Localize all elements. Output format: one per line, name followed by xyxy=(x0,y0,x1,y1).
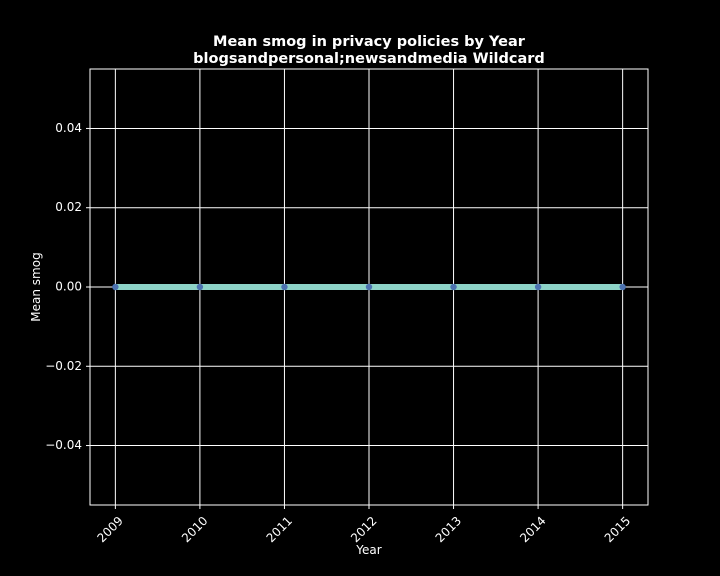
y-tick-label: 0.02 xyxy=(55,200,82,214)
x-axis-label: Year xyxy=(355,543,381,557)
data-point xyxy=(196,283,204,291)
chart-title: Mean smog in privacy policies by Year xyxy=(213,34,526,50)
data-point xyxy=(450,283,457,291)
data-point xyxy=(281,283,288,291)
y-tick-label: −0.02 xyxy=(45,359,82,373)
data-point xyxy=(534,283,542,291)
series-layer xyxy=(112,283,626,291)
y-tick-label: −0.04 xyxy=(45,438,82,452)
data-point xyxy=(619,283,626,291)
data-point xyxy=(112,283,119,291)
data-point xyxy=(365,283,373,291)
y-tick-label: 0.00 xyxy=(55,280,82,294)
y-tick-label: 0.04 xyxy=(55,121,82,135)
chart-subtitle: blogsandpersonal;newsandmedia Wildcard xyxy=(193,51,545,67)
y-axis-label: Mean smog xyxy=(29,252,43,321)
